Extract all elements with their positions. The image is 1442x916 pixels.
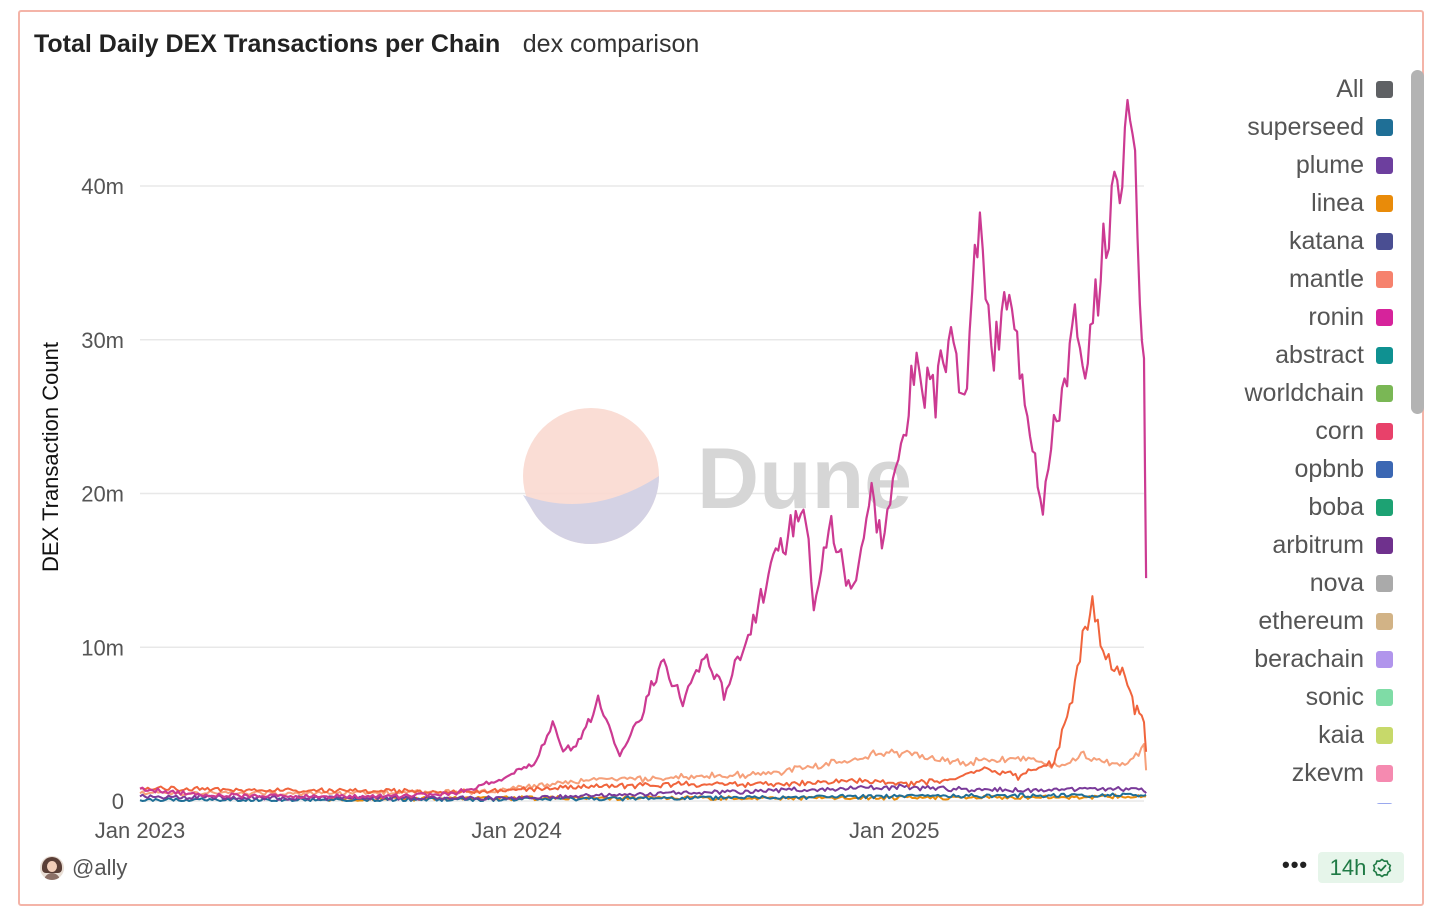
legend-label: superseed: [1247, 112, 1364, 141]
author[interactable]: @ally: [40, 855, 127, 881]
chart-title: Total Daily DEX Transactions per Chain: [34, 30, 501, 58]
x-tick-label: Jan 2025: [849, 818, 940, 843]
legend-swatch: [1376, 346, 1393, 364]
legend-swatch: [1376, 688, 1393, 706]
legend-label: ronin: [1308, 302, 1364, 331]
legend-item-plume[interactable]: plume: [1296, 150, 1393, 180]
legend-label: katana: [1288, 226, 1364, 255]
legend-label: worldchain: [1244, 378, 1364, 407]
verified-check-icon: [1373, 858, 1392, 877]
legend-swatch: [1376, 308, 1393, 326]
series-line-mantle: [139, 595, 1148, 795]
legend-label: kaia: [1318, 720, 1364, 749]
y-tick-label: 10m: [81, 635, 124, 660]
series-lines: [139, 98, 1148, 802]
legend-label: linea: [1311, 188, 1364, 217]
legend-item-worldchain[interactable]: worldchain: [1244, 378, 1393, 408]
x-axis-ticks: Jan 2023 Jan 2024 Jan 2025: [95, 818, 940, 843]
more-options-button[interactable]: •••: [1282, 852, 1309, 877]
legend-swatch: [1376, 574, 1393, 592]
legend-item-ronin[interactable]: ronin: [1308, 302, 1393, 332]
legend-item-abstract[interactable]: abstract: [1275, 340, 1393, 370]
legend-item-corn[interactable]: corn: [1315, 416, 1393, 446]
legend-label: ethereum: [1258, 606, 1364, 635]
legend-swatch: [1376, 232, 1393, 250]
legend-item-All[interactable]: All: [1336, 74, 1393, 104]
y-tick-label: 30m: [81, 328, 124, 353]
legend-item-sonic[interactable]: sonic: [1306, 682, 1393, 712]
legend-swatch: [1376, 650, 1393, 668]
legend-item-katana[interactable]: katana: [1289, 226, 1393, 256]
y-axis-ticks: 0 10m 20m 30m 40m: [81, 174, 124, 814]
refresh-badge[interactable]: 14h: [1318, 852, 1404, 883]
y-axis-label: DEX Transaction Count: [38, 342, 63, 572]
y-tick-label: 0: [112, 789, 124, 814]
legend-swatch: [1376, 612, 1393, 630]
legend-item-arbitrum[interactable]: arbitrum: [1272, 530, 1393, 560]
series-line-ethereum: [139, 743, 1148, 797]
title-row: Total Daily DEX Transactions per Chain d…: [34, 30, 699, 59]
legend-label: arbitrum: [1272, 530, 1364, 559]
legend-item-opbnb[interactable]: opbnb: [1294, 454, 1393, 484]
legend-swatch: [1376, 80, 1393, 98]
legend-item-more[interactable]: [1364, 796, 1393, 804]
chart-subtitle: dex comparison: [522, 30, 700, 58]
legend-scrollbar[interactable]: [1411, 70, 1424, 414]
legend-label: All: [1336, 74, 1364, 103]
legend-swatch: [1376, 156, 1393, 174]
legend-label: nova: [1309, 568, 1364, 597]
legend-label: sonic: [1305, 682, 1364, 711]
legend-swatch: [1376, 536, 1393, 554]
dune-watermark: Dune: [523, 408, 912, 545]
legend-item-mantle[interactable]: mantle: [1289, 264, 1393, 294]
legend-label: plume: [1295, 150, 1364, 179]
legend-item-linea[interactable]: linea: [1311, 188, 1393, 218]
legend-swatch: [1376, 384, 1393, 402]
x-tick-label: Jan 2024: [471, 818, 562, 843]
refresh-age: 14h: [1329, 854, 1367, 880]
legend-item-superseed[interactable]: superseed: [1247, 112, 1393, 142]
series-line-arbitrum: [139, 783, 1147, 801]
legend-swatch: [1376, 764, 1393, 782]
legend-label: mantle: [1288, 264, 1364, 293]
legend: All superseed plume linea katana mantle ronin a…: [1205, 72, 1405, 804]
legend-item-berachain[interactable]: berachain: [1254, 644, 1393, 674]
legend-label: boba: [1308, 492, 1364, 521]
legend-label: zkevm: [1291, 758, 1364, 787]
legend-item-ethereum[interactable]: ethereum: [1258, 606, 1393, 636]
legend-item-boba[interactable]: boba: [1308, 492, 1393, 522]
legend-swatch: [1376, 498, 1393, 516]
watermark-logo-bottom: [523, 476, 660, 545]
legend-swatch: [1376, 460, 1393, 478]
legend-label: opbnb: [1294, 454, 1364, 483]
legend-item-nova[interactable]: nova: [1310, 568, 1393, 598]
legend-swatch: [1376, 118, 1393, 136]
avatar: [40, 856, 64, 880]
x-tick-label: Jan 2023: [95, 818, 186, 843]
legend-label: abstract: [1275, 340, 1364, 369]
y-tick-label: 20m: [81, 482, 124, 507]
legend-label: corn: [1315, 416, 1364, 445]
legend-swatch: [1376, 422, 1393, 440]
legend-swatch: [1376, 726, 1393, 744]
y-tick-label: 40m: [81, 174, 124, 199]
username: @ally: [72, 855, 128, 880]
legend-item-zkevm[interactable]: zkevm: [1292, 758, 1393, 788]
legend-swatch: [1376, 270, 1393, 288]
legend-label: berachain: [1254, 644, 1364, 673]
chart-card: [18, 10, 1424, 906]
legend-swatch: [1376, 194, 1393, 212]
legend-swatch: [1376, 802, 1393, 804]
series-line-ronin: [139, 98, 1148, 800]
legend-item-kaia[interactable]: kaia: [1318, 720, 1393, 750]
